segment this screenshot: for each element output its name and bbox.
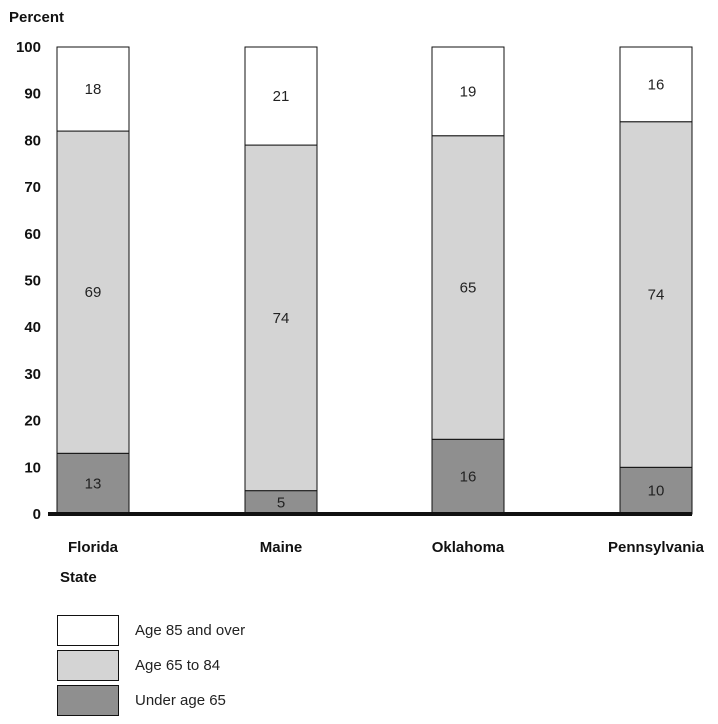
data-label: 19: [460, 83, 477, 100]
legend: Age 85 and over Age 65 to 84 Under age 65: [57, 614, 245, 719]
legend-item: Age 85 and over: [57, 614, 245, 647]
data-label: 16: [648, 76, 665, 93]
bar-segment: [56, 130, 130, 454]
bar-segment: [431, 438, 505, 515]
bar-segment: [56, 46, 130, 132]
x-tick-label: Maine: [260, 539, 303, 556]
y-tick-label: 80: [24, 132, 41, 149]
legend-label: Age 65 to 84: [135, 657, 221, 674]
data-label: 69: [85, 284, 102, 301]
x-axis-title: State: [60, 569, 97, 586]
legend-item: Under age 65: [57, 684, 245, 717]
bar-segment: [431, 135, 505, 440]
y-axis-ticks: 0 10 20 30 40 50 60 70 80 90 100: [16, 39, 41, 523]
legend-label: Under age 65: [135, 692, 226, 709]
y-tick-label: 30: [24, 366, 41, 383]
bar-segment: [619, 121, 693, 468]
data-label: 13: [85, 476, 102, 493]
x-tick-label: Oklahoma: [432, 539, 505, 556]
y-tick-label: 40: [24, 319, 41, 336]
bar-segment: [244, 144, 318, 492]
data-label: 18: [85, 81, 102, 98]
data-label: 16: [460, 469, 477, 486]
data-label: 74: [273, 310, 290, 327]
data-label: 10: [648, 483, 665, 500]
y-tick-label: 20: [24, 413, 41, 430]
bar-segment: [431, 46, 505, 137]
bars: 13 69 18 5 74 21 16 65 19 10 74 16: [48, 46, 693, 516]
bar-segment: [619, 46, 693, 123]
data-label: 65: [460, 280, 477, 297]
data-label: 74: [648, 287, 665, 304]
x-tick-label: Florida: [68, 539, 119, 556]
y-tick-label: 50: [24, 273, 41, 290]
y-tick-label: 0: [33, 506, 41, 523]
data-label: 21: [273, 88, 290, 105]
data-label: 5: [277, 494, 285, 511]
legend-item: Age 65 to 84: [57, 649, 245, 682]
y-tick-label: 70: [24, 179, 41, 196]
legend-swatch: [57, 685, 119, 716]
x-axis-ticks: Florida Maine Oklahoma Pennsylvania: [68, 539, 705, 556]
y-tick-label: 90: [24, 86, 41, 103]
y-tick-label: 100: [16, 39, 41, 56]
legend-label: Age 85 and over: [135, 622, 246, 639]
y-tick-label: 60: [24, 226, 41, 243]
legend-swatch: [57, 615, 119, 646]
legend-swatch: [57, 650, 119, 681]
x-tick-label: Pennsylvania: [608, 539, 705, 556]
bar-segment: [244, 46, 318, 146]
bar-segment: [619, 466, 693, 515]
y-tick-label: 10: [24, 459, 41, 476]
y-axis-title: Percent: [9, 9, 64, 26]
